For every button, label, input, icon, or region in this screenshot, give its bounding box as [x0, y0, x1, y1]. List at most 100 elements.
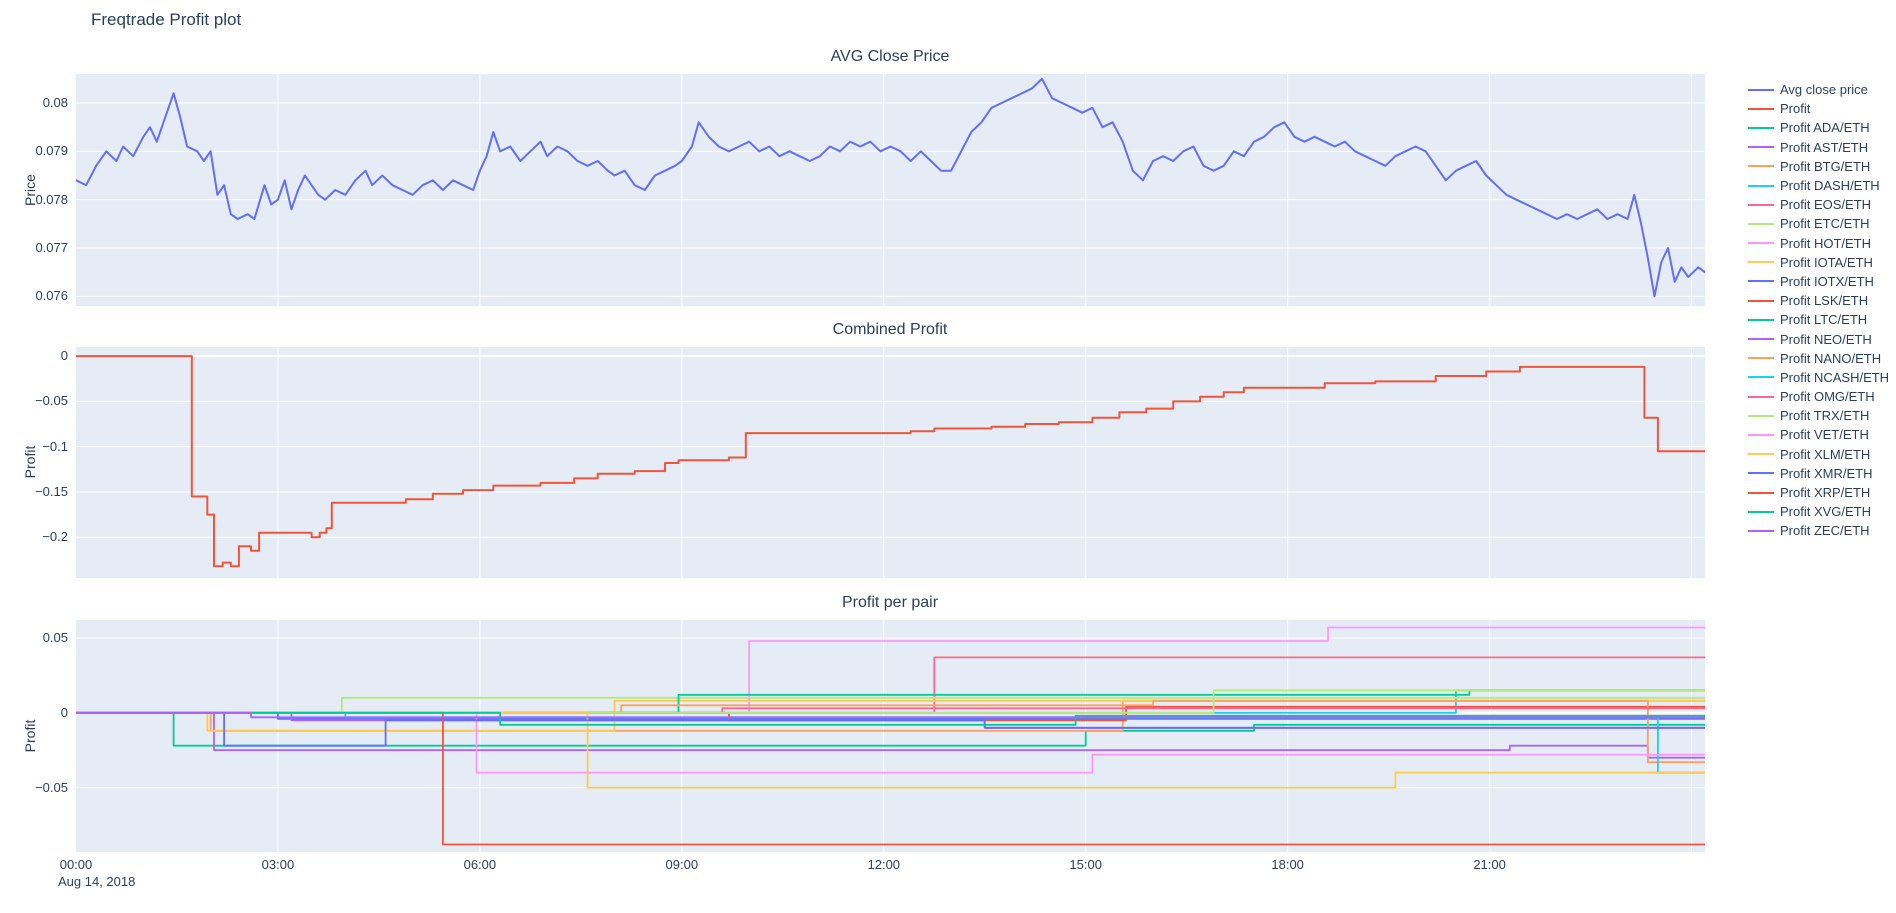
legend-item-label: Profit NCASH/ETH	[1780, 369, 1890, 385]
series-profit-trx-eth	[76, 689, 1705, 714]
legend-line-swatch	[1748, 376, 1774, 379]
legend-line-swatch	[1748, 529, 1774, 532]
y-tick-label: 0.078	[35, 191, 68, 207]
legend-item-label: Profit IOTX/ETH	[1780, 273, 1874, 289]
legend-item-label: Profit ZEC/ETH	[1780, 523, 1870, 539]
legend-line-swatch	[1748, 338, 1774, 341]
legend-item-profit-omg-eth[interactable]: Profit OMG/ETH	[1748, 387, 1889, 406]
legend-line-swatch	[1748, 280, 1774, 283]
legend-item-profit-iota-eth[interactable]: Profit IOTA/ETH	[1748, 253, 1889, 272]
legend-line-swatch	[1748, 472, 1774, 475]
legend-line-swatch	[1748, 165, 1774, 168]
legend-item-label: Profit XVG/ETH	[1780, 504, 1872, 520]
legend-item-profit-dash-eth[interactable]: Profit DASH/ETH	[1748, 176, 1889, 195]
legend-line-swatch	[1748, 299, 1774, 302]
profit-per-pair-svg	[76, 620, 1705, 852]
legend-item-profit-btg-eth[interactable]: Profit BTG/ETH	[1748, 157, 1889, 176]
legend-line-swatch	[1748, 222, 1774, 225]
legend: Avg close price Profit Profit ADA/ETH Profi…	[1748, 80, 1889, 541]
legend-line-swatch	[1748, 453, 1774, 456]
subplot-title-profit-per-pair: Profit per pair	[841, 594, 939, 611]
legend-item-label: Profit LSK/ETH	[1780, 293, 1869, 309]
y-tick-label: −0.05	[35, 779, 68, 795]
page-title: Freqtrade Profit plot	[91, 10, 242, 29]
legend-item-label: Profit ADA/ETH	[1780, 120, 1870, 136]
legend-item-profit-etc-eth[interactable]: Profit ETC/ETH	[1748, 214, 1889, 233]
legend-item-label: Profit ETC/ETH	[1780, 216, 1870, 232]
series-profit-zec-eth	[76, 711, 1705, 719]
legend-line-swatch	[1748, 242, 1774, 245]
legend-item-label: Profit XLM/ETH	[1780, 446, 1871, 462]
legend-item-profit-iotx-eth[interactable]: Profit IOTX/ETH	[1748, 272, 1889, 291]
legend-item-label: Profit TRX/ETH	[1780, 408, 1870, 424]
series-profit-xvg-eth	[76, 711, 1705, 726]
legend-item-label: Profit VET/ETH	[1780, 427, 1869, 443]
series-profit-vet-eth	[76, 711, 1705, 774]
legend-item-profit[interactable]: Profit	[1748, 99, 1889, 118]
legend-item-profit-ncash-eth[interactable]: Profit NCASH/ETH	[1748, 368, 1889, 387]
legend-item-label: Profit IOTA/ETH	[1780, 254, 1873, 270]
legend-item-label: Profit NEO/ETH	[1780, 331, 1872, 347]
legend-item-profit-xrp-eth[interactable]: Profit XRP/ETH	[1748, 483, 1889, 502]
legend-item-profit-vet-eth[interactable]: Profit VET/ETH	[1748, 425, 1889, 444]
legend-line-swatch	[1748, 510, 1774, 513]
combined-profit-plot[interactable]	[76, 347, 1705, 578]
legend-line-swatch	[1748, 491, 1774, 494]
legend-item-profit-ada-eth[interactable]: Profit ADA/ETH	[1748, 118, 1889, 137]
legend-line-swatch	[1748, 146, 1774, 149]
combined-profit-svg	[76, 347, 1705, 578]
legend-item-profit-zec-eth[interactable]: Profit ZEC/ETH	[1748, 521, 1889, 540]
legend-item-label: Profit XMR/ETH	[1780, 465, 1873, 481]
legend-item-label: Profit NANO/ETH	[1780, 350, 1882, 366]
x-tick-label: 06:00	[463, 857, 497, 872]
legend-item-profit-ast-eth[interactable]: Profit AST/ETH	[1748, 138, 1889, 157]
y-tick-label: 0.077	[35, 240, 68, 255]
x-tick-label: 18:00	[1271, 857, 1304, 872]
y-tick-label: −0.05	[35, 393, 68, 409]
y-tick-label: −0.1	[42, 438, 68, 454]
legend-item-profit-ltc-eth[interactable]: Profit LTC/ETH	[1748, 310, 1889, 329]
legend-line-swatch	[1748, 357, 1774, 360]
series-avg-close-price	[76, 77, 1705, 298]
legend-item-label: Profit LTC/ETH	[1780, 312, 1868, 328]
legend-line-swatch	[1748, 126, 1774, 129]
legend-line-swatch	[1748, 107, 1774, 110]
series-profit-ncash-eth	[76, 711, 1705, 774]
series-profit	[76, 355, 1705, 568]
legend-line-swatch	[1748, 414, 1774, 417]
legend-item-profit-nano-eth[interactable]: Profit NANO/ETH	[1748, 349, 1889, 368]
y-tick-label: −0.2	[42, 529, 68, 545]
x-tick-label: 21:00	[1473, 857, 1506, 872]
legend-item-profit-xvg-eth[interactable]: Profit XVG/ETH	[1748, 502, 1889, 521]
legend-item-label: Profit	[1780, 101, 1811, 117]
legend-item-profit-xlm-eth[interactable]: Profit XLM/ETH	[1748, 445, 1889, 464]
y-tick-label: 0.05	[42, 629, 68, 645]
legend-item-profit-eos-eth[interactable]: Profit EOS/ETH	[1748, 195, 1889, 214]
legend-item-profit-hot-eth[interactable]: Profit HOT/ETH	[1748, 234, 1889, 253]
legend-line-swatch	[1748, 88, 1774, 91]
y-tick-label: 0	[60, 348, 68, 364]
legend-item-profit-lsk-eth[interactable]: Profit LSK/ETH	[1748, 291, 1889, 310]
legend-item-profit-neo-eth[interactable]: Profit NEO/ETH	[1748, 329, 1889, 348]
legend-item-label: Avg close price	[1780, 82, 1868, 98]
subplot-title-combined-profit: Combined Profit	[832, 321, 948, 338]
avg-close-price-svg	[76, 74, 1705, 306]
legend-item-profit-xmr-eth[interactable]: Profit XMR/ETH	[1748, 464, 1889, 483]
series-profit-xmr-eth	[76, 711, 1705, 747]
series-profit-ada-eth	[76, 711, 1705, 747]
legend-item-label: Profit BTG/ETH	[1780, 158, 1871, 174]
legend-line-swatch	[1748, 318, 1774, 321]
legend-item-profit-trx-eth[interactable]: Profit TRX/ETH	[1748, 406, 1889, 425]
profit-per-pair-plot[interactable]	[76, 620, 1705, 852]
y-tick-label: 0.076	[35, 288, 68, 304]
x-tick-label: 12:00	[867, 857, 901, 872]
legend-item-label: Profit HOT/ETH	[1780, 235, 1872, 251]
legend-item-label: Profit AST/ETH	[1780, 139, 1869, 155]
legend-item-label: Profit OMG/ETH	[1780, 389, 1875, 405]
legend-line-swatch	[1748, 203, 1774, 206]
series-profit-xlm-eth	[76, 711, 1705, 789]
y-tick-label: 0.08	[42, 95, 68, 110]
avg-close-price-plot[interactable]	[76, 74, 1705, 306]
legend-item-avg-close-price[interactable]: Avg close price	[1748, 80, 1889, 99]
legend-line-swatch	[1748, 184, 1774, 187]
